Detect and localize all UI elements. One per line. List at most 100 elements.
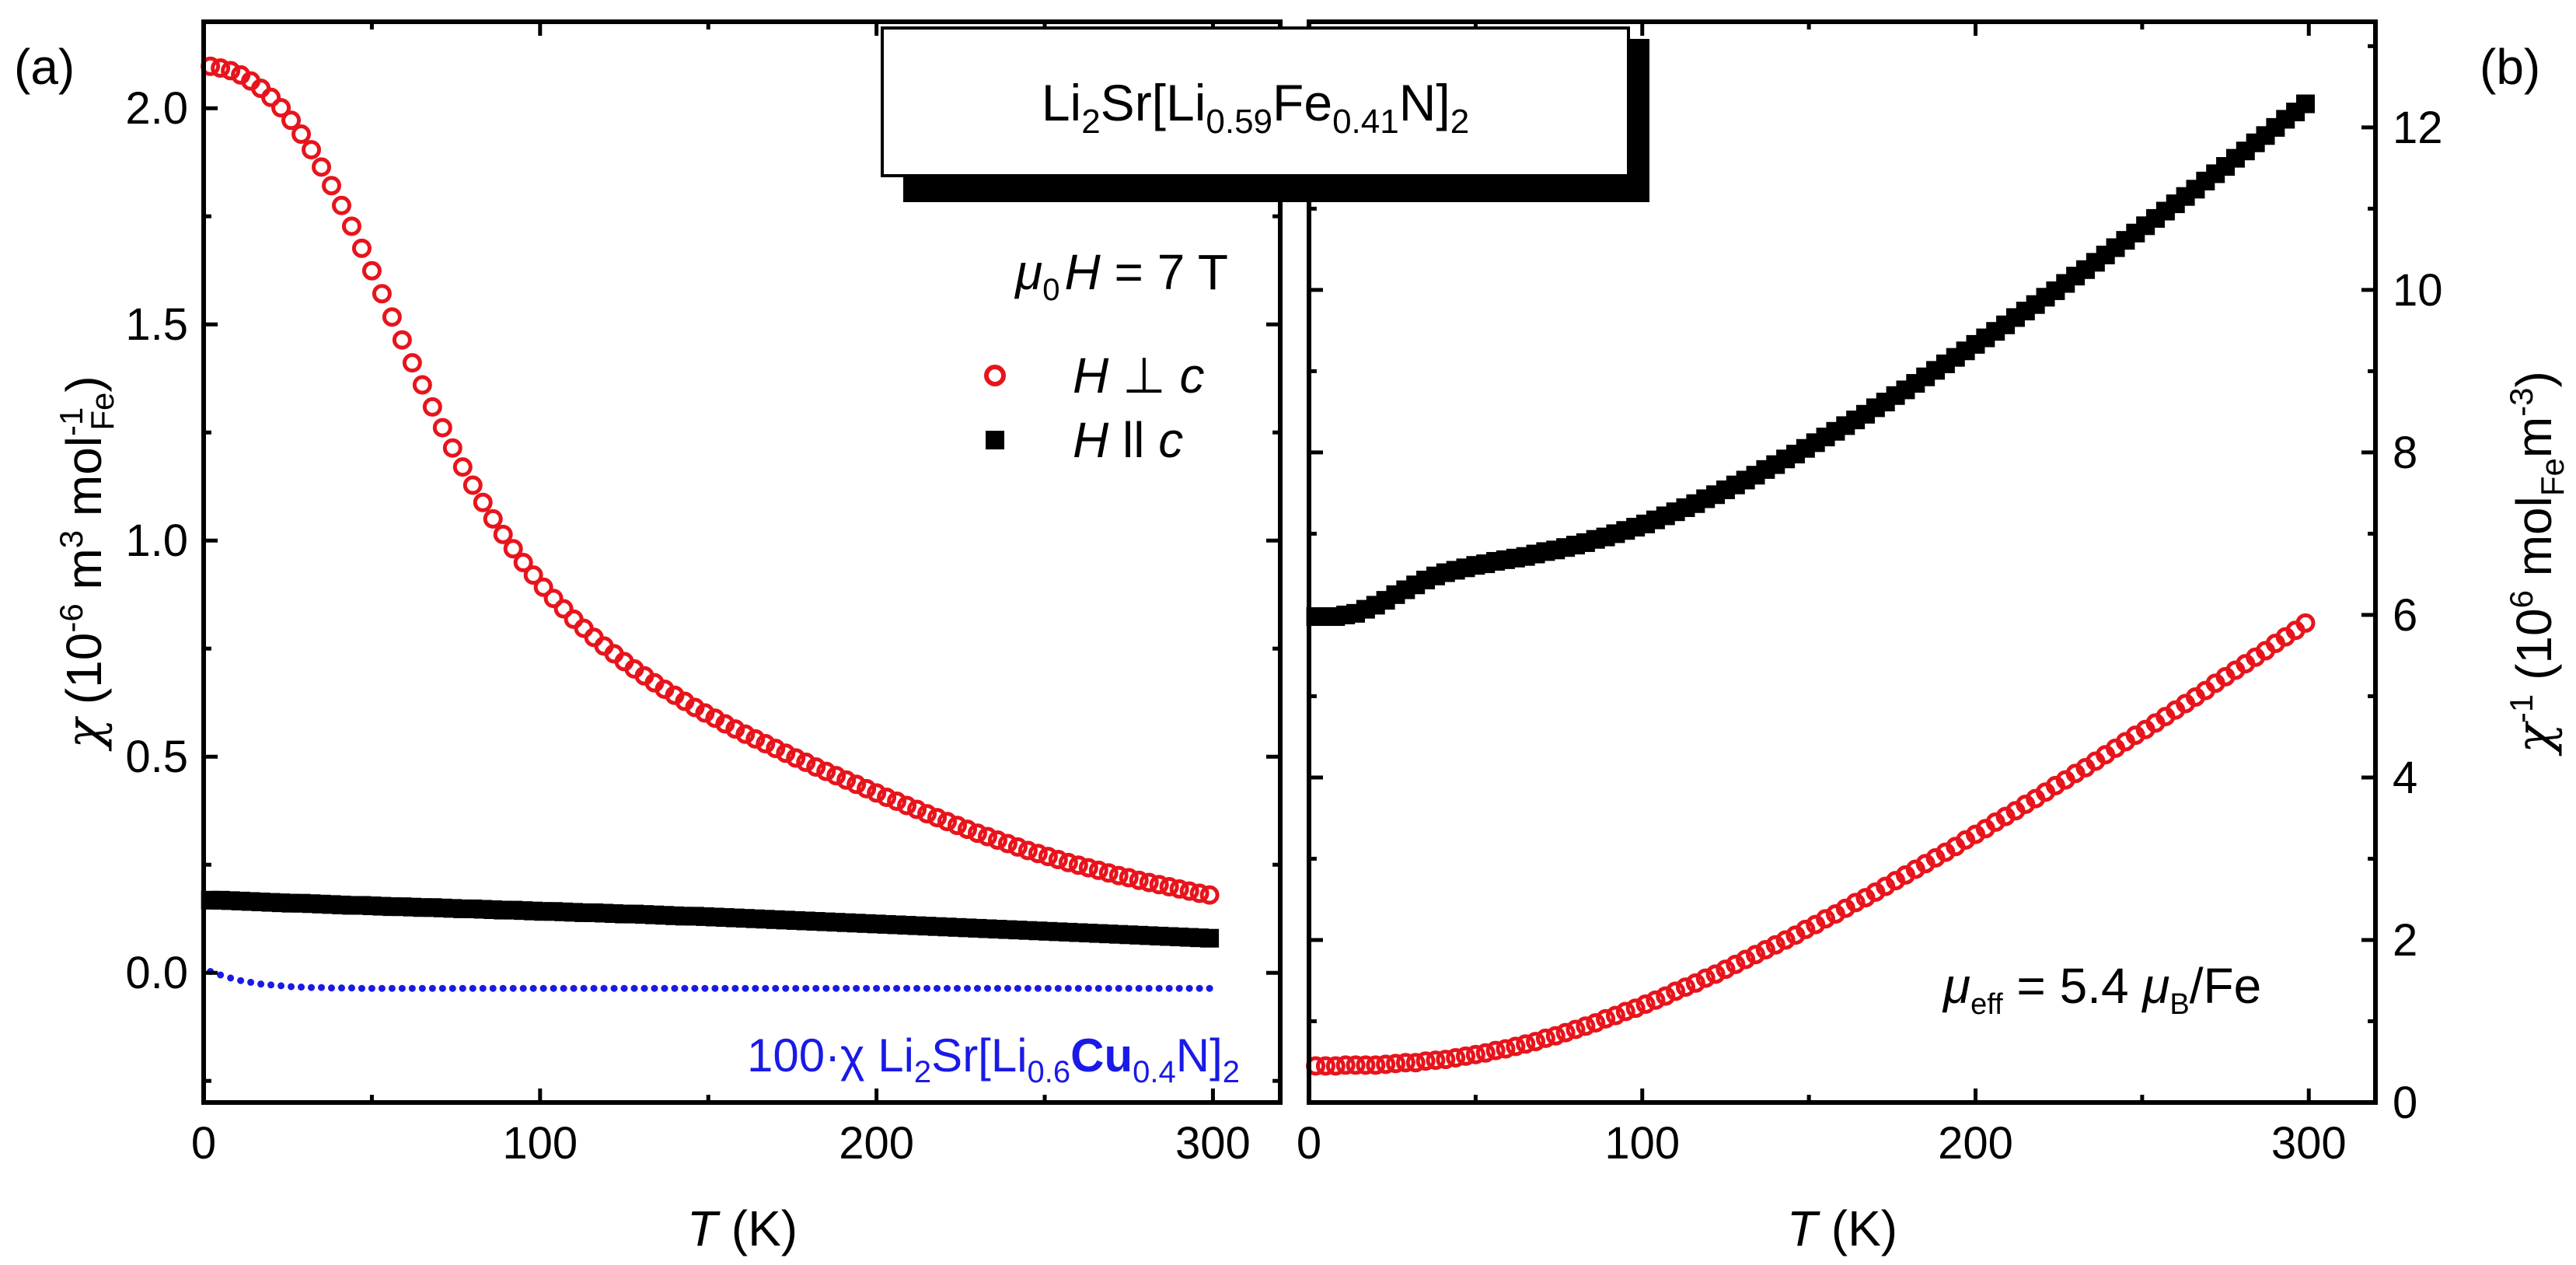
data-point-a-s0-62: [826, 766, 846, 786]
data-point-a-s2-93: [1145, 984, 1153, 992]
data-point-a-s2-7: [277, 982, 285, 990]
data-point-a-s0-84: [1048, 850, 1068, 870]
panel-a-ticks: 0 100 200 300 0.0 0.5 1.0 1.5 2.0: [125, 22, 1280, 1169]
data-point-b-s0-2: [1325, 1056, 1346, 1076]
data-point-a-s2-96: [1175, 984, 1183, 992]
data-point-a-s2-33: [539, 984, 547, 992]
data-point-a-s0-71: [917, 804, 937, 824]
data-point-a-s0-65: [857, 778, 877, 798]
data-point-a-s2-21: [418, 984, 426, 992]
panel-a-y-axis-label: χ (10-6 m3 mol-1Fe): [53, 376, 120, 751]
data-point-a-s2-26: [469, 984, 476, 992]
data-point-a-s0-72: [927, 808, 948, 828]
data-point-a-s2-67: [883, 984, 891, 992]
data-point-a-s2-63: [843, 984, 850, 992]
data-point-a-s2-22: [428, 984, 436, 992]
panel-a-x-axis-label: T (K): [687, 1200, 798, 1256]
panel-b-frame: [1307, 19, 2378, 1105]
formula-title: Li2Sr[Li0.59Fe0.41N]2: [1042, 74, 1469, 141]
title-box-frame: [881, 26, 1630, 177]
data-point-a-s0-53: [735, 724, 756, 744]
mu-eff-label: μeff = 5.4 μB/Fe: [1942, 958, 2261, 1021]
data-point-a-s2-90: [1115, 984, 1122, 992]
data-point-a-s2-17: [378, 984, 386, 992]
data-point-b-s0-28: [1586, 1013, 1606, 1033]
data-point-b-s0-99: [2295, 613, 2316, 633]
data-point-a-s2-59: [802, 984, 810, 992]
data-point-a-s0-29: [493, 524, 513, 544]
data-point-a-s0-18: [382, 307, 402, 327]
data-point-a-s2-47: [681, 984, 689, 992]
legend-marker-perp: [984, 365, 1006, 386]
data-point-a-s0-8: [281, 110, 302, 131]
data-point-a-s0-51: [715, 714, 735, 734]
y-tick-label-b-2: 4: [2393, 753, 2417, 803]
data-point-a-s0-22: [422, 397, 442, 417]
data-point-a-s0-70: [907, 799, 927, 819]
data-point-a-s2-28: [489, 984, 497, 992]
data-point-a-s0-73: [937, 812, 958, 832]
data-point-b-s0-19: [1496, 1039, 1516, 1059]
x-tick-label-b-0: 0: [1297, 1118, 1321, 1169]
data-point-a-s2-27: [479, 984, 487, 992]
data-point-a-s2-53: [742, 984, 749, 992]
data-point-b-s0-17: [1475, 1043, 1496, 1063]
data-point-a-s2-3: [237, 977, 245, 984]
data-point-b-s0-41: [1716, 959, 1736, 980]
data-point-a-s0-15: [351, 238, 372, 258]
data-point-a-s2-25: [459, 984, 466, 992]
data-point-a-s2-94: [1155, 984, 1163, 992]
data-point-a-s2-69: [903, 984, 911, 992]
panel-b-label: (b): [2480, 39, 2540, 95]
data-point-a-s0-16: [361, 260, 382, 281]
data-point-a-s0-60: [806, 757, 826, 778]
data-point-a-s2-37: [580, 984, 588, 992]
data-point-a-s0-94: [1149, 875, 1169, 895]
x-tick-label-a-3: 300: [1175, 1118, 1251, 1169]
data-point-a-s2-20: [408, 984, 416, 992]
data-point-a-s0-1: [211, 58, 231, 78]
data-point-a-s0-91: [1119, 868, 1139, 888]
panel-b: 0 100 200 300 0 2 4 6 8 10 12 (b) μeff = 5.4 μB/Fe…: [1297, 19, 2571, 1256]
data-point-a-s0-17: [372, 284, 392, 304]
formula-title-box: Li2Sr[Li0.59Fe0.41N]2: [881, 26, 1649, 202]
data-point-a-s0-55: [756, 734, 776, 754]
data-point-a-s0-11: [311, 157, 331, 177]
data-point-a-s2-19: [398, 984, 406, 992]
data-point-a-s0-85: [1058, 852, 1078, 872]
data-point-b-s0-40: [1705, 964, 1726, 984]
data-point-b-s0-22: [1526, 1032, 1546, 1052]
y-tick-label-a-2: 1.0: [125, 515, 188, 566]
data-point-a-s0-28: [483, 508, 503, 529]
data-point-a-s2-72: [934, 984, 941, 992]
data-point-a-s2-31: [519, 984, 527, 992]
panel-b-y-axis-label: χ-1 (106 molFem-3): [2503, 371, 2571, 757]
data-point-b-s0-7: [1376, 1054, 1396, 1075]
data-point-a-s2-62: [832, 984, 840, 992]
data-point-b-s0-42: [1726, 954, 1746, 974]
data-point-a-s0-30: [503, 539, 523, 559]
x-tick-label-a-0: 0: [191, 1118, 216, 1169]
data-point-a-s0-86: [1068, 855, 1088, 875]
data-point-a-s2-52: [731, 984, 739, 992]
data-point-b-s0-38: [1685, 973, 1705, 993]
data-point-a-s2-44: [651, 984, 658, 992]
x-tick-label-a-1: 100: [502, 1118, 578, 1169]
data-point-a-s2-29: [499, 984, 507, 992]
data-point-b-s0-23: [1535, 1028, 1555, 1048]
data-point-a-s0-26: [462, 475, 483, 495]
data-point-b-s0-32: [1625, 998, 1646, 1019]
data-point-a-s2-89: [1105, 984, 1112, 992]
data-point-a-s0-61: [816, 761, 836, 781]
data-point-a-s2-40: [610, 984, 618, 992]
data-point-a-s0-23: [432, 418, 452, 438]
data-point-a-s0-96: [1169, 879, 1189, 899]
data-point-a-s0-87: [1078, 858, 1098, 878]
legend-marker-par: [986, 431, 1004, 449]
data-point-a-s2-35: [560, 984, 567, 992]
data-point-b-s0-51: [1816, 909, 1836, 929]
data-point-a-s2-24: [449, 984, 456, 992]
data-point-b-s0-24: [1545, 1026, 1565, 1046]
